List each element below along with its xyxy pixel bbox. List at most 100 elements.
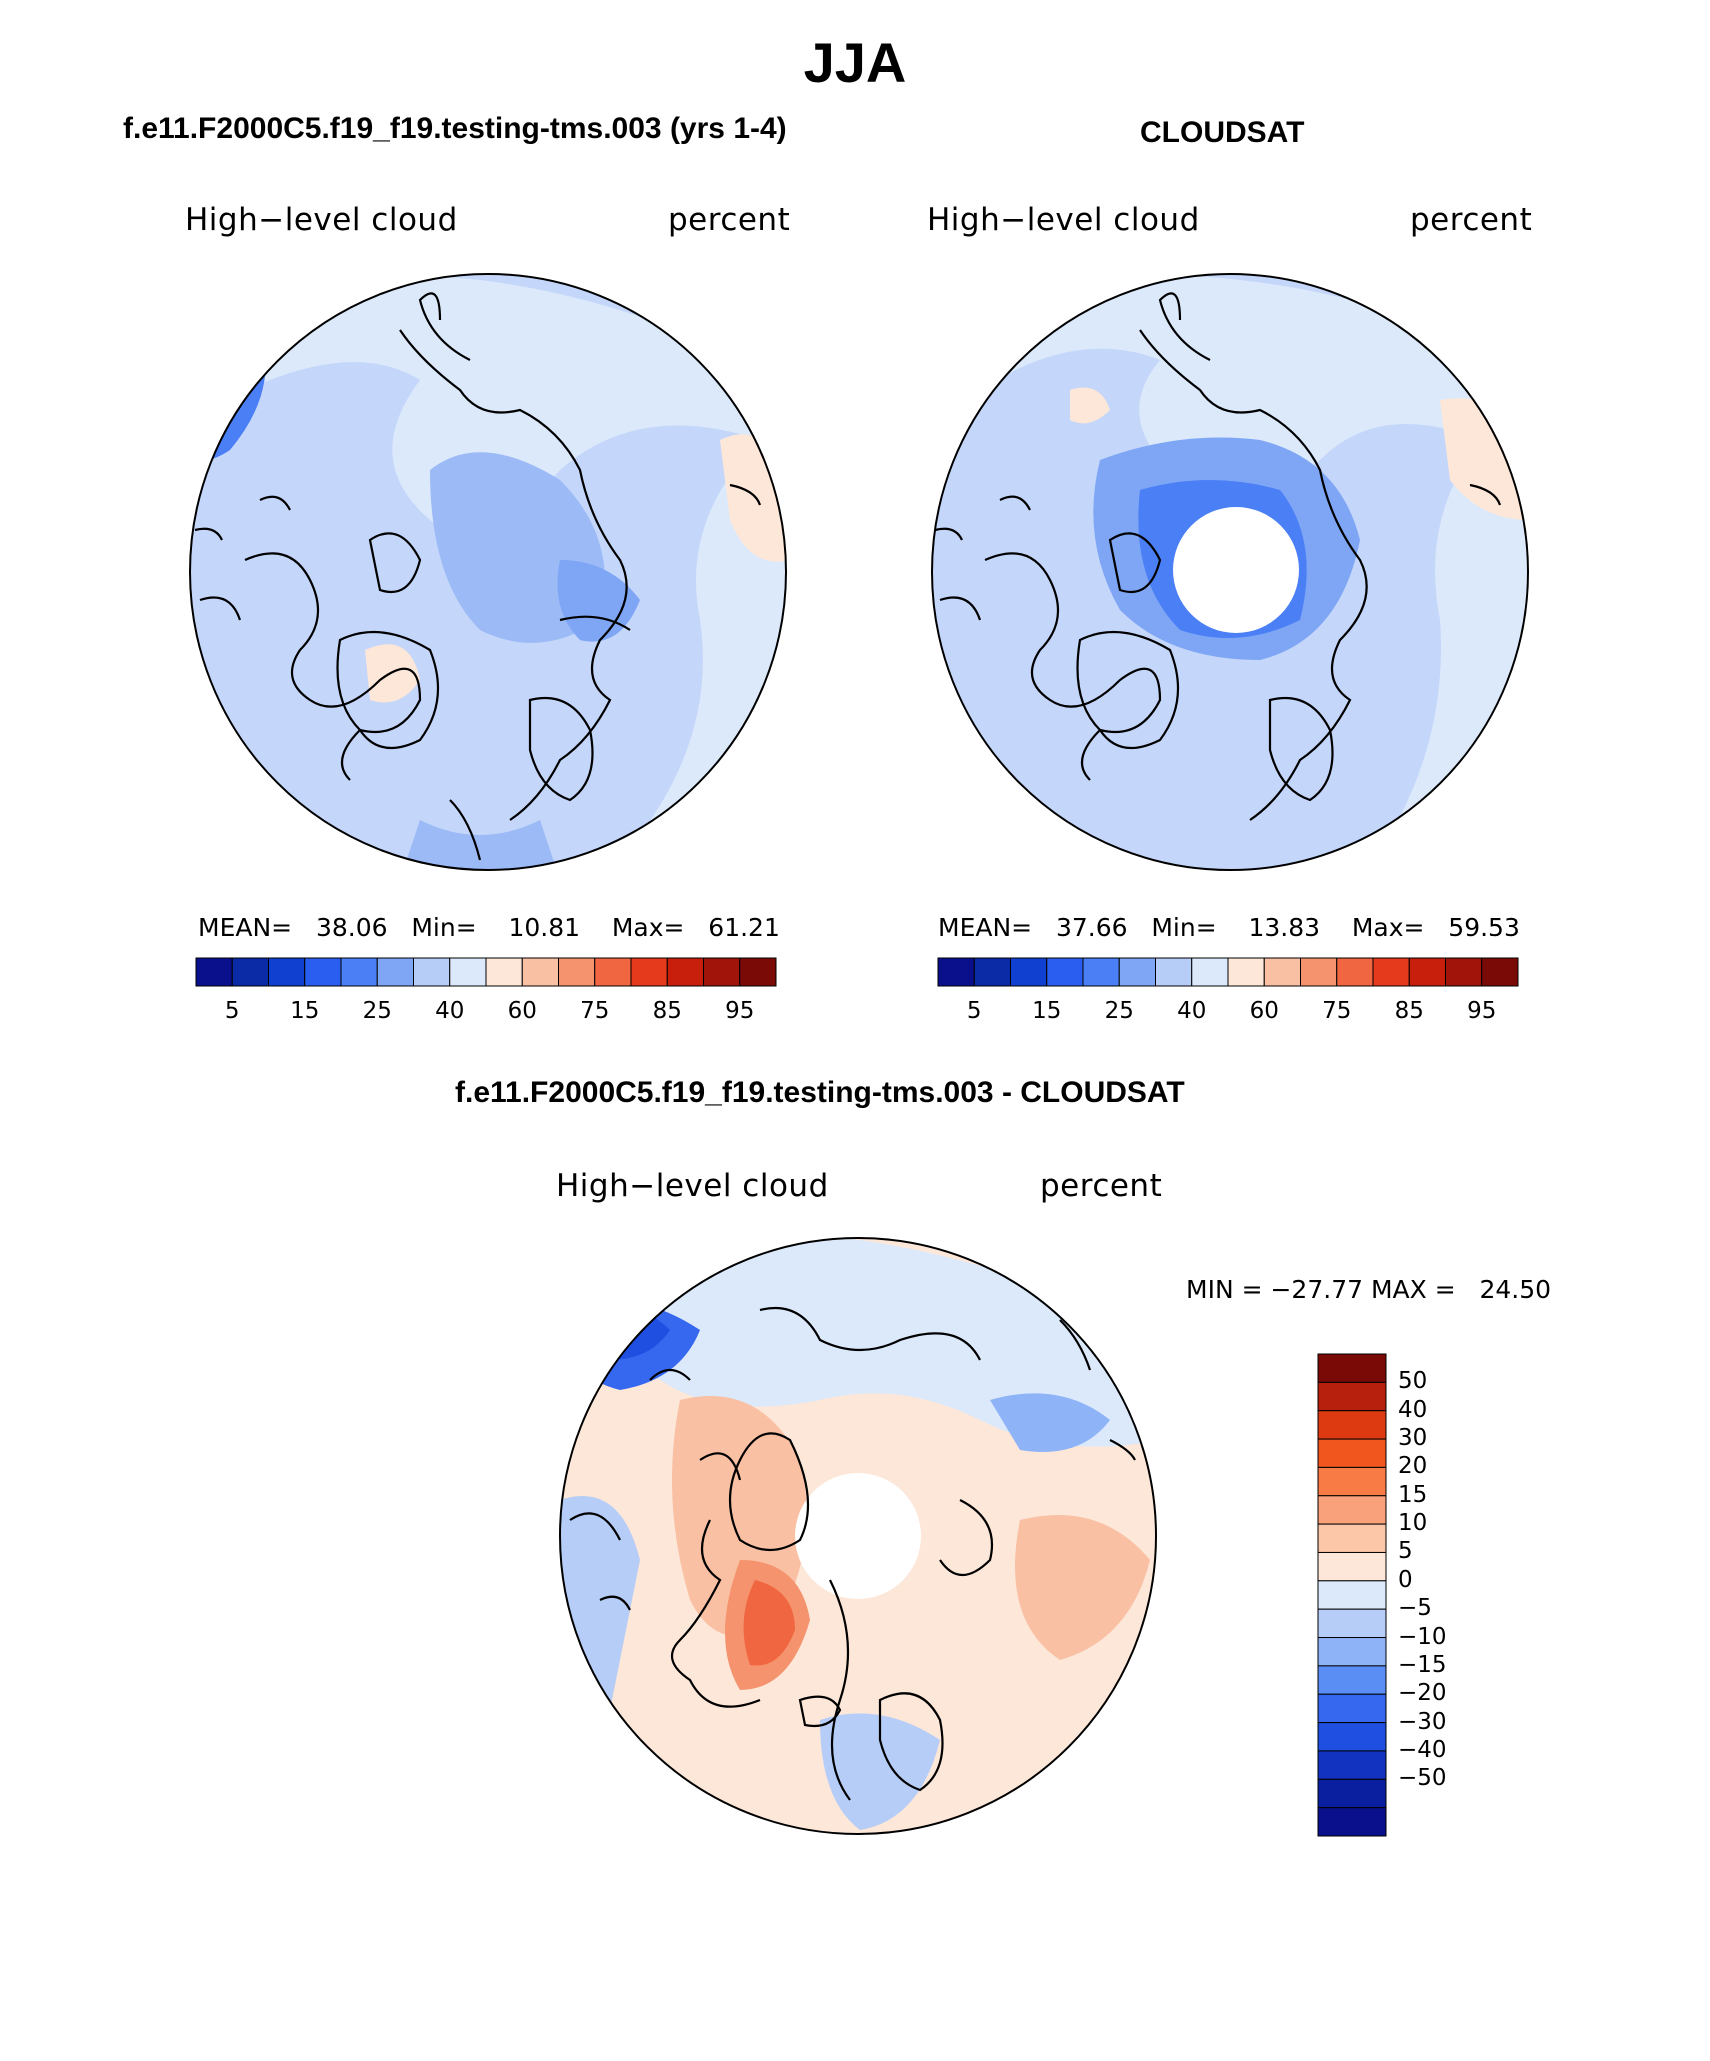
bottom-colorbar-label: 20 [1398, 1453, 1428, 1480]
bottom-map-region [990, 1393, 1110, 1452]
top-right-header: CLOUDSAT [1140, 116, 1305, 149]
bottom-colorbar-label: 30 [1398, 1425, 1428, 1452]
top-right-map-missing-data [1173, 507, 1299, 633]
bottom-colorbar-label: −20 [1398, 1680, 1447, 1707]
top-left-colorbar-swatch [376, 957, 414, 987]
top-right-units-label: percent [1410, 202, 1533, 238]
bottom-colorbar-swatch [1317, 1466, 1387, 1497]
bottom-colorbar-swatch [1317, 1381, 1387, 1412]
top-left-colorbar-label: 25 [362, 998, 392, 1024]
bottom-colorbar-swatch [1317, 1410, 1387, 1440]
top-right-colorbar-label: 25 [1104, 998, 1134, 1024]
top-right-colorbar [937, 957, 1519, 987]
top-left-colorbar-label: 85 [652, 998, 682, 1024]
bottom-coastline [649, 1319, 1136, 1461]
top-right-colorbar-swatch [1227, 957, 1265, 987]
top-right-coastline [1268, 696, 1334, 802]
top-right-colorbar-label: 75 [1322, 998, 1352, 1024]
top-right-colorbar-swatch [973, 957, 1011, 987]
top-right-colorbar-swatch [1336, 957, 1374, 987]
top-left-colorbar-label: 75 [580, 998, 610, 1024]
bottom-colorbar-swatch [1317, 1438, 1387, 1468]
bottom-colorbar-label: −15 [1398, 1651, 1447, 1678]
top-left-colorbar-swatch [666, 957, 704, 987]
top-left-colorbar-swatch [485, 957, 523, 987]
top-right-map [931, 273, 1529, 871]
top-left-colorbar-swatch [558, 957, 596, 987]
top-left-colorbar-label: 15 [290, 998, 320, 1024]
top-right-colorbar-swatch [937, 957, 975, 987]
bottom-colorbar-swatch [1317, 1750, 1387, 1780]
top-left-colorbar-swatch [231, 957, 269, 987]
bottom-colorbar-label: 5 [1398, 1538, 1413, 1565]
bottom-coastline [728, 1306, 981, 1551]
bottom-colorbar-label: −40 [1398, 1736, 1447, 1763]
bottom-colorbar-label: 0 [1398, 1566, 1413, 1593]
top-right-colorbar-swatch [1191, 957, 1229, 987]
top-left-coastline [244, 552, 422, 781]
top-left-units-label: percent [668, 202, 791, 238]
top-right-colorbar-swatch [1263, 957, 1301, 987]
top-right-colorbar-swatch [1445, 957, 1483, 987]
bottom-map-region [743, 1580, 795, 1666]
bottom-map-region [560, 1238, 1156, 1447]
bottom-coastline [829, 1579, 944, 1801]
top-right-coastline [1139, 292, 1368, 821]
bottom-colorbar-swatch [1317, 1353, 1387, 1383]
bottom-variable-label: High−level cloud [556, 1168, 829, 1204]
top-left-coastline [194, 495, 291, 621]
bottom-colorbar-label: −50 [1398, 1765, 1447, 1792]
top-left-colorbar-swatch [195, 957, 233, 987]
top-left-colorbar-swatch [340, 957, 378, 987]
top-right-colorbar-label: 5 [966, 998, 982, 1024]
top-right-colorbar-swatch [1408, 957, 1446, 987]
top-right-coastline [934, 495, 1031, 621]
top-left-colorbar-label: 95 [725, 998, 755, 1024]
top-left-colorbar-label: 5 [224, 998, 240, 1024]
top-right-colorbar-swatch [1481, 957, 1519, 987]
top-left-colorbar-swatch [521, 957, 559, 987]
top-right-colorbar-swatch [1082, 957, 1120, 987]
top-left-map-border [189, 273, 787, 871]
top-left-stats: MEAN= 38.06 Min= 10.81 Max= 61.21 [198, 913, 780, 942]
bottom-colorbar-label: −30 [1398, 1708, 1447, 1735]
bottom-header: f.e11.F2000C5.f19_f19.testing-tms.003 - … [455, 1076, 1185, 1109]
top-right-map-border [931, 273, 1529, 871]
top-right-colorbar-label: 95 [1467, 998, 1497, 1024]
top-left-colorbar-swatch [630, 957, 668, 987]
top-left-colorbar-swatch [739, 957, 777, 987]
top-right-colorbar-label: 85 [1394, 998, 1424, 1024]
bottom-colorbar-label: 10 [1398, 1510, 1428, 1537]
top-right-stats: MEAN= 37.66 Min= 13.83 Max= 59.53 [938, 913, 1520, 942]
bottom-colorbar-swatch [1317, 1580, 1387, 1610]
bottom-coastline [569, 1499, 994, 1611]
bottom-units-label: percent [1040, 1168, 1163, 1204]
top-right-colorbar-swatch [1372, 957, 1410, 987]
top-left-header: f.e11.F2000C5.f19_f19.testing-tms.003 (y… [123, 112, 787, 145]
bottom-colorbar-swatch [1317, 1495, 1387, 1525]
top-right-colorbar-label: 15 [1032, 998, 1062, 1024]
bottom-colorbar-label: 15 [1398, 1481, 1428, 1508]
top-left-map-region [557, 560, 640, 642]
bottom-colorbar-swatch [1317, 1551, 1387, 1582]
bottom-colorbar-swatch [1317, 1778, 1387, 1809]
bottom-colorbar [1317, 1353, 1387, 1837]
top-right-coastline [984, 552, 1162, 781]
top-right-coastline [1108, 532, 1162, 594]
bottom-coastline [798, 1695, 842, 1728]
bottom-coastline [670, 1452, 761, 1708]
bottom-map-region [1015, 1515, 1150, 1660]
top-left-colorbar-swatch [268, 957, 306, 987]
top-left-map-region [400, 820, 560, 870]
bottom-colorbar-swatch [1317, 1722, 1387, 1752]
top-right-colorbar-swatch [1046, 957, 1084, 987]
top-right-map-region [1070, 387, 1110, 424]
bottom-colorbar-swatch [1317, 1608, 1387, 1639]
top-left-colorbar-swatch [703, 957, 741, 987]
top-right-colorbar-label: 60 [1249, 998, 1279, 1024]
top-right-colorbar-swatch [1010, 957, 1048, 987]
bottom-map-missing-data [795, 1473, 921, 1599]
top-right-colorbar-swatch [1118, 957, 1156, 987]
top-right-coastline [1076, 630, 1180, 750]
top-left-colorbar-label: 60 [507, 998, 537, 1024]
